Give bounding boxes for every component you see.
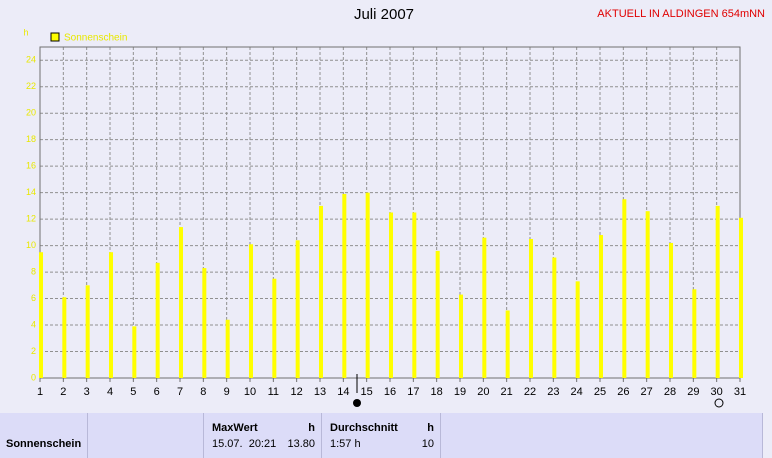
cell: MaxWert h 15.07. 20:21 13.80 bbox=[204, 413, 322, 458]
bar bbox=[389, 212, 393, 378]
legend-label: Sonnenschein bbox=[64, 33, 127, 44]
x-tick-label: 15 bbox=[361, 386, 373, 398]
y-tick-label: 12 bbox=[26, 213, 36, 223]
x-tick-label: 24 bbox=[571, 386, 583, 398]
bar bbox=[599, 235, 603, 378]
y-tick-label: 0 bbox=[31, 372, 36, 382]
x-tick-label: 26 bbox=[617, 386, 629, 398]
bar bbox=[39, 252, 43, 378]
bar bbox=[412, 212, 417, 378]
bar bbox=[552, 257, 557, 378]
x-tick-label: 5 bbox=[130, 386, 136, 398]
bar bbox=[272, 278, 277, 378]
y-tick-label: 22 bbox=[26, 81, 36, 91]
bar bbox=[109, 252, 113, 378]
x-tick-label: 19 bbox=[454, 386, 466, 398]
x-tick-label: 29 bbox=[687, 386, 699, 398]
annotation: AKTUELL IN ALDINGEN 654mNN bbox=[597, 8, 765, 20]
bar bbox=[645, 211, 650, 378]
x-tick-label: 31 bbox=[734, 386, 746, 398]
bar bbox=[202, 268, 207, 378]
y-tick-label: 24 bbox=[26, 55, 36, 65]
row-label: Sonnenschein bbox=[6, 438, 82, 450]
bar bbox=[622, 199, 627, 378]
x-tick-label: 17 bbox=[407, 386, 419, 398]
bar bbox=[459, 294, 463, 378]
x-tick-label: 30 bbox=[711, 386, 723, 398]
cell-text: 15.07. 20:21 bbox=[212, 438, 277, 450]
y-tick-label: 6 bbox=[31, 293, 36, 303]
bar bbox=[62, 297, 67, 378]
bar bbox=[249, 244, 253, 378]
x-tick-label: 28 bbox=[664, 386, 676, 398]
x-tick-label: 23 bbox=[547, 386, 559, 398]
column-title: MaxWert bbox=[212, 422, 258, 434]
cell-text: 1:57 h bbox=[330, 438, 361, 450]
bar bbox=[482, 237, 487, 378]
x-tick-label: 20 bbox=[477, 386, 489, 398]
summary-table: Sonnenschein MaxWert h 15.07. 20:21 13.8… bbox=[0, 413, 772, 458]
chart-title: Juli 2007 bbox=[354, 6, 414, 23]
x-tick-label: 13 bbox=[314, 386, 326, 398]
bar bbox=[85, 285, 90, 378]
bar bbox=[319, 205, 323, 378]
x-tick-label: 7 bbox=[177, 386, 183, 398]
column-title: Durchschnitt bbox=[330, 422, 398, 434]
column-unit: h bbox=[427, 422, 434, 434]
y-tick-label: 16 bbox=[26, 161, 36, 171]
x-tick-label: 18 bbox=[431, 386, 443, 398]
bar bbox=[155, 262, 160, 378]
bar bbox=[529, 238, 533, 378]
cell-text: 10 bbox=[421, 438, 434, 450]
y-tick-label: 18 bbox=[26, 134, 36, 144]
y-tick-label: 20 bbox=[26, 108, 36, 118]
x-tick-label: 6 bbox=[154, 386, 160, 398]
y-axis-label: h bbox=[23, 27, 28, 37]
bar bbox=[575, 281, 580, 378]
x-tick-label: 2 bbox=[60, 386, 66, 398]
bar bbox=[295, 240, 300, 378]
bar bbox=[669, 242, 673, 378]
x-tick-label: 16 bbox=[384, 386, 396, 398]
y-tick-label: 14 bbox=[26, 187, 36, 197]
bar bbox=[179, 227, 183, 378]
cursor-marker bbox=[353, 399, 361, 407]
cursor-marker bbox=[714, 398, 724, 408]
x-tick-label: 9 bbox=[224, 386, 230, 398]
bar bbox=[715, 205, 720, 378]
x-tick-label: 21 bbox=[501, 386, 513, 398]
y-tick-label: 2 bbox=[31, 346, 36, 356]
x-tick-label: 3 bbox=[84, 386, 90, 398]
bar bbox=[435, 250, 440, 378]
bar bbox=[739, 217, 743, 378]
cell: Durchschnitt h 1:57 h 10 bbox=[322, 413, 441, 458]
x-tick-label: 14 bbox=[337, 386, 349, 398]
bar bbox=[342, 193, 347, 378]
column-unit: h bbox=[308, 422, 315, 434]
x-tick-label: 22 bbox=[524, 386, 536, 398]
chart: Juli 2007 AKTUELL IN ALDINGEN 654mNN h S… bbox=[23, 6, 765, 408]
cell bbox=[88, 413, 204, 458]
x-tick-label: 1 bbox=[37, 386, 43, 398]
row-label-cell: Sonnenschein bbox=[0, 413, 88, 458]
x-tick-label: 8 bbox=[200, 386, 206, 398]
x-tick-label: 11 bbox=[268, 386, 279, 398]
bar bbox=[505, 310, 510, 378]
x-tick-label: 25 bbox=[594, 386, 606, 398]
bar bbox=[692, 289, 697, 378]
x-tick-label: 12 bbox=[291, 386, 303, 398]
cell bbox=[441, 413, 763, 458]
cell-text: 13.80 bbox=[287, 438, 315, 450]
bar bbox=[365, 192, 370, 378]
x-tick-label: 4 bbox=[107, 386, 113, 398]
x-tick-label: 27 bbox=[641, 386, 653, 398]
bar bbox=[132, 326, 137, 378]
y-tick-label: 4 bbox=[31, 319, 36, 329]
y-tick-label: 10 bbox=[26, 240, 36, 250]
legend-swatch bbox=[50, 32, 60, 42]
y-tick-label: 8 bbox=[31, 266, 36, 276]
x-tick-label: 10 bbox=[244, 386, 256, 398]
bar bbox=[225, 319, 230, 378]
